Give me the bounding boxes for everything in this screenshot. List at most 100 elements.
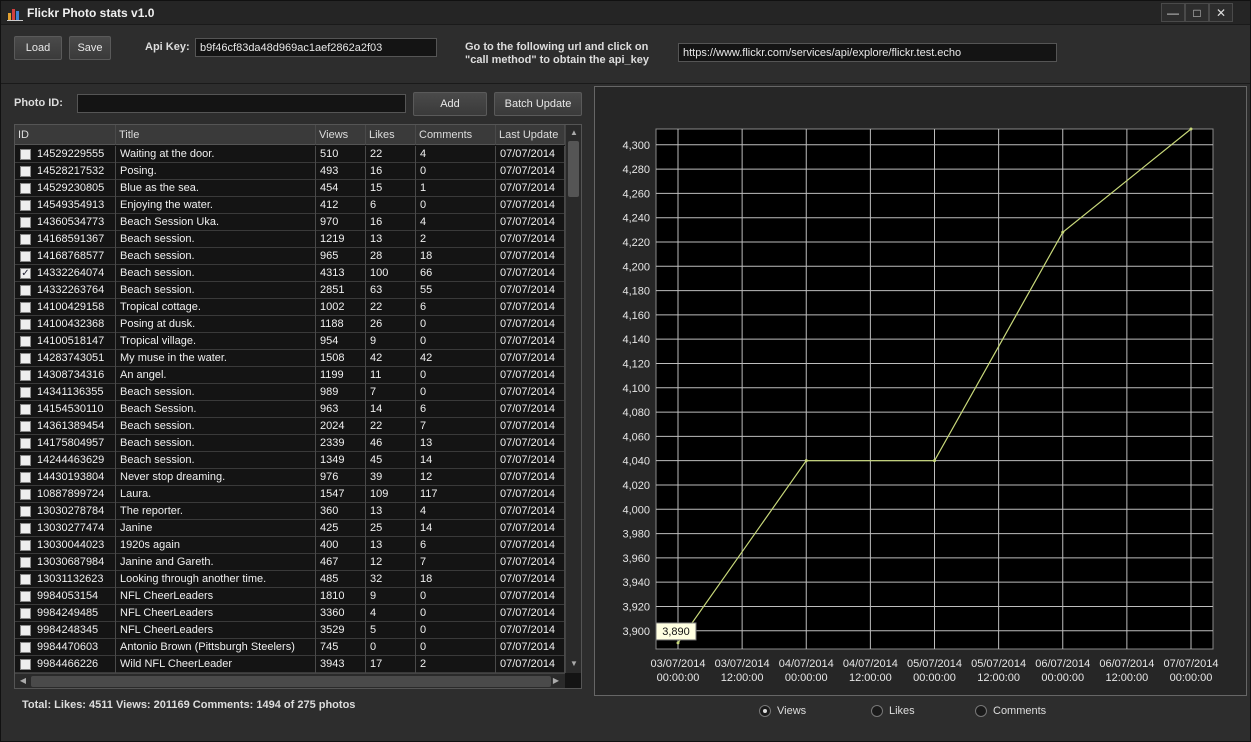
table-row[interactable]: 9984466226 Wild NFL CheerLeader 3943 17 2 07/… xyxy=(15,656,565,673)
row-checkbox[interactable] xyxy=(20,370,31,381)
table-row[interactable]: 14361389454 Beach session. 2024 22 7 07/07/20… xyxy=(15,418,565,435)
data-point[interactable] xyxy=(1061,230,1065,234)
radio-views[interactable]: Views xyxy=(759,705,806,717)
data-point[interactable] xyxy=(676,641,680,645)
row-checkbox[interactable] xyxy=(20,625,31,636)
row-checkbox[interactable] xyxy=(20,455,31,466)
close-button[interactable]: ✕ xyxy=(1209,3,1233,22)
data-point[interactable] xyxy=(933,459,936,463)
table-row[interactable]: 14154530110 Beach Session. 963 14 6 07/07/201… xyxy=(15,401,565,418)
table-row[interactable]: 10887899724 Laura. 1547 109 117 07/07/2014 xyxy=(15,486,565,503)
table-row[interactable]: 14283743051 My muse in the water. 1508 42 42… xyxy=(15,350,565,367)
radio-comments[interactable]: Comments xyxy=(975,705,1046,717)
table-row[interactable]: 9984053154 NFL CheerLeaders 1810 9 0 07/07/20… xyxy=(15,588,565,605)
column-header-comments[interactable]: Comments xyxy=(416,125,496,145)
api-url-field[interactable] xyxy=(678,43,1057,62)
maximize-button[interactable]: □ xyxy=(1185,3,1209,22)
table-row[interactable]: 14528217532 Posing. 493 16 0 07/07/2014 xyxy=(15,163,565,180)
table-row[interactable]: 14100518147 Tropical village. 954 9 0 07/07/2… xyxy=(15,333,565,350)
row-checkbox[interactable] xyxy=(20,319,31,330)
row-checkbox[interactable] xyxy=(20,234,31,245)
row-checkbox[interactable] xyxy=(20,421,31,432)
row-checkbox[interactable]: ✓ xyxy=(20,268,31,279)
table-row[interactable]: 14244463629 Beach session. 1349 45 14 07/07/2… xyxy=(15,452,565,469)
column-header-likes[interactable]: Likes xyxy=(366,125,416,145)
row-checkbox[interactable] xyxy=(20,659,31,670)
save-button[interactable]: Save xyxy=(69,36,111,60)
photo-id-input[interactable] xyxy=(77,94,406,113)
row-checkbox[interactable] xyxy=(20,149,31,160)
data-point[interactable] xyxy=(804,459,808,463)
table-row[interactable]: 9984248345 NFL CheerLeaders 3529 5 0 07/07/20… xyxy=(15,622,565,639)
table-row[interactable]: 9984470603 Antonio Brown (Pittsburgh Stee… xyxy=(15,639,565,656)
cell-comments: 0 xyxy=(416,622,496,639)
photo-grid[interactable]: ID Title Views Likes Comments Last Updat… xyxy=(14,124,582,689)
table-row[interactable]: 14100432368 Posing at dusk. 1188 26 0 07/07/2… xyxy=(15,316,565,333)
row-checkbox[interactable] xyxy=(20,251,31,262)
table-row[interactable]: 14360534773 Beach Session Uka. 970 16 4 07/07… xyxy=(15,214,565,231)
row-checkbox[interactable] xyxy=(20,506,31,517)
row-checkbox[interactable] xyxy=(20,217,31,228)
table-row[interactable]: 9984249485 NFL CheerLeaders 3360 4 0 07/07/20… xyxy=(15,605,565,622)
table-row[interactable]: 14332263764 Beach session. 2851 63 55 07/07/2… xyxy=(15,282,565,299)
column-header-title[interactable]: Title xyxy=(116,125,316,145)
row-checkbox[interactable] xyxy=(20,200,31,211)
table-row[interactable]: 13030277474 Janine 425 25 14 07/07/2014 xyxy=(15,520,565,537)
api-key-input[interactable] xyxy=(195,38,437,57)
table-row[interactable]: 13031132623 Looking through another time.… xyxy=(15,571,565,588)
row-checkbox[interactable] xyxy=(20,472,31,483)
batch-update-button[interactable]: Batch Update xyxy=(494,92,582,116)
scroll-down-icon[interactable]: ▼ xyxy=(570,659,578,668)
load-button[interactable]: Load xyxy=(14,36,62,60)
row-checkbox[interactable] xyxy=(20,302,31,313)
table-row[interactable]: 14430193804 Never stop dreaming. 976 39 12 07… xyxy=(15,469,565,486)
row-checkbox[interactable] xyxy=(20,557,31,568)
column-header-last-update[interactable]: Last Update xyxy=(496,125,565,145)
row-checkbox[interactable] xyxy=(20,574,31,585)
radio-likes-indicator[interactable] xyxy=(871,705,883,717)
table-row[interactable]: 14529230805 Blue as the sea. 454 15 1 07/07/2… xyxy=(15,180,565,197)
row-checkbox[interactable] xyxy=(20,353,31,364)
table-row[interactable]: 14168591367 Beach session. 1219 13 2 07/07/20… xyxy=(15,231,565,248)
vertical-scrollbar[interactable]: ▲ ▼ xyxy=(565,125,581,673)
table-row[interactable]: 14100429158 Tropical cottage. 1002 22 6 07/07… xyxy=(15,299,565,316)
row-checkbox[interactable] xyxy=(20,438,31,449)
row-checkbox[interactable] xyxy=(20,183,31,194)
table-row[interactable]: 13030687984 Janine and Gareth. 467 12 7 07/07… xyxy=(15,554,565,571)
row-checkbox[interactable] xyxy=(20,540,31,551)
column-header-id[interactable]: ID xyxy=(15,125,116,145)
column-header-views[interactable]: Views xyxy=(316,125,366,145)
data-point[interactable] xyxy=(1189,127,1193,131)
table-row[interactable]: 13030278784 The reporter. 360 13 4 07/07/2014 xyxy=(15,503,565,520)
row-checkbox[interactable] xyxy=(20,387,31,398)
table-row[interactable]: 14529229555 Waiting at the door. 510 22 4 07/… xyxy=(15,146,565,163)
minimize-button[interactable]: — xyxy=(1161,3,1185,22)
row-checkbox[interactable] xyxy=(20,489,31,500)
vertical-scroll-thumb[interactable] xyxy=(568,141,579,197)
table-row[interactable]: 14168768577 Beach session. 965 28 18 07/07/20… xyxy=(15,248,565,265)
row-checkbox[interactable] xyxy=(20,166,31,177)
row-checkbox[interactable] xyxy=(20,591,31,602)
table-row[interactable]: 14549354913 Enjoying the water. 412 6 0 07/07… xyxy=(15,197,565,214)
row-checkbox[interactable] xyxy=(20,642,31,653)
scroll-left-icon[interactable]: ◀ xyxy=(19,676,27,685)
horizontal-scroll-thumb[interactable] xyxy=(31,676,551,687)
table-row[interactable]: 14341136355 Beach session. 989 7 0 07/07/2014 xyxy=(15,384,565,401)
row-checkbox[interactable] xyxy=(20,523,31,534)
table-row[interactable]: 14308734316 An angel. 1199 11 0 07/07/2014 xyxy=(15,367,565,384)
table-row[interactable]: ✓ 14332264074 Beach session. 4313 100 66 07/07… xyxy=(15,265,565,282)
add-button[interactable]: Add xyxy=(413,92,487,116)
scroll-up-icon[interactable]: ▲ xyxy=(570,128,578,137)
cell-views: 2024 xyxy=(316,418,366,435)
radio-likes[interactable]: Likes xyxy=(871,705,915,717)
row-checkbox[interactable] xyxy=(20,285,31,296)
horizontal-scrollbar[interactable]: ◀ ▶ xyxy=(15,673,565,688)
table-row[interactable]: 13030044023 1920s again 400 13 6 07/07/2014 xyxy=(15,537,565,554)
radio-comments-indicator[interactable] xyxy=(975,705,987,717)
radio-views-indicator[interactable] xyxy=(759,705,771,717)
row-checkbox[interactable] xyxy=(20,336,31,347)
row-checkbox[interactable] xyxy=(20,608,31,619)
row-checkbox[interactable] xyxy=(20,404,31,415)
scroll-right-icon[interactable]: ▶ xyxy=(552,676,560,685)
table-row[interactable]: 14175804957 Beach session. 2339 46 13 07/07/2… xyxy=(15,435,565,452)
